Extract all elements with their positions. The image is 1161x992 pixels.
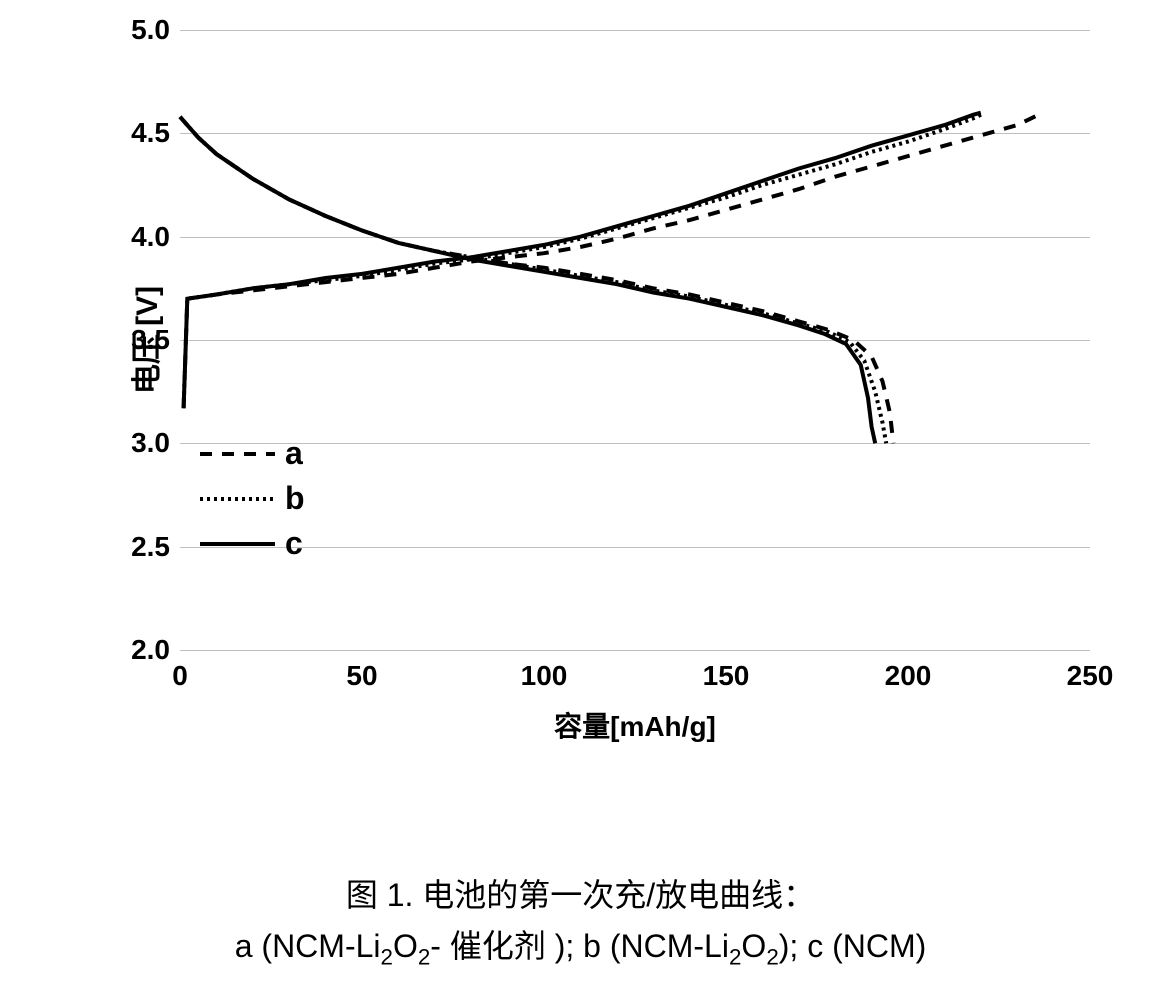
- y-tick-label: 2.5: [131, 531, 170, 563]
- chart-container: 5.0 4.5 4.0 3.5 3.0 2.5 2.0 0 50 100 150…: [70, 10, 1130, 760]
- caption-line2: a (NCM-Li2O2- 催化剂 ); b (NCM-Li2O2); c (N…: [0, 921, 1161, 975]
- x-tick-label: 0: [172, 660, 188, 692]
- legend-item-b: b: [200, 480, 305, 517]
- legend-swatch-a: [200, 439, 275, 469]
- x-tick-label: 150: [703, 660, 750, 692]
- caption-line1: 图 1. 电池的第一次充/放电曲线：: [0, 870, 1161, 921]
- legend: a b c: [200, 435, 305, 570]
- legend-swatch-b: [200, 484, 275, 514]
- series-a-charge: [184, 113, 1043, 409]
- series-a-discharge: [180, 117, 893, 444]
- x-axis-label: 容量[mAh/g]: [554, 705, 716, 745]
- curves-svg: [180, 30, 1090, 650]
- legend-label-b: b: [285, 480, 305, 517]
- y-tick-label: 3.0: [131, 427, 170, 459]
- legend-label-a: a: [285, 435, 303, 472]
- grid-line: [180, 650, 1090, 651]
- series-b-discharge: [180, 117, 886, 444]
- y-tick-label: 4.5: [131, 117, 170, 149]
- legend-label-c: c: [285, 525, 303, 562]
- figure-caption: 图 1. 电池的第一次充/放电曲线： a (NCM-Li2O2- 催化剂 ); …: [0, 870, 1161, 975]
- x-tick-label: 250: [1067, 660, 1114, 692]
- y-axis-label: 电压 [V]: [122, 286, 166, 394]
- legend-swatch-c: [200, 529, 275, 559]
- series-c-discharge: [180, 117, 875, 444]
- y-tick-label: 2.0: [131, 634, 170, 666]
- x-tick-label: 200: [885, 660, 932, 692]
- x-tick-label: 100: [521, 660, 568, 692]
- x-tick-label: 50: [346, 660, 377, 692]
- legend-item-a: a: [200, 435, 305, 472]
- y-tick-label: 4.0: [131, 221, 170, 253]
- legend-item-c: c: [200, 525, 305, 562]
- y-tick-label: 5.0: [131, 14, 170, 46]
- series-b-charge: [184, 113, 985, 409]
- plot-area: 5.0 4.5 4.0 3.5 3.0 2.5 2.0 0 50 100 150…: [180, 30, 1090, 650]
